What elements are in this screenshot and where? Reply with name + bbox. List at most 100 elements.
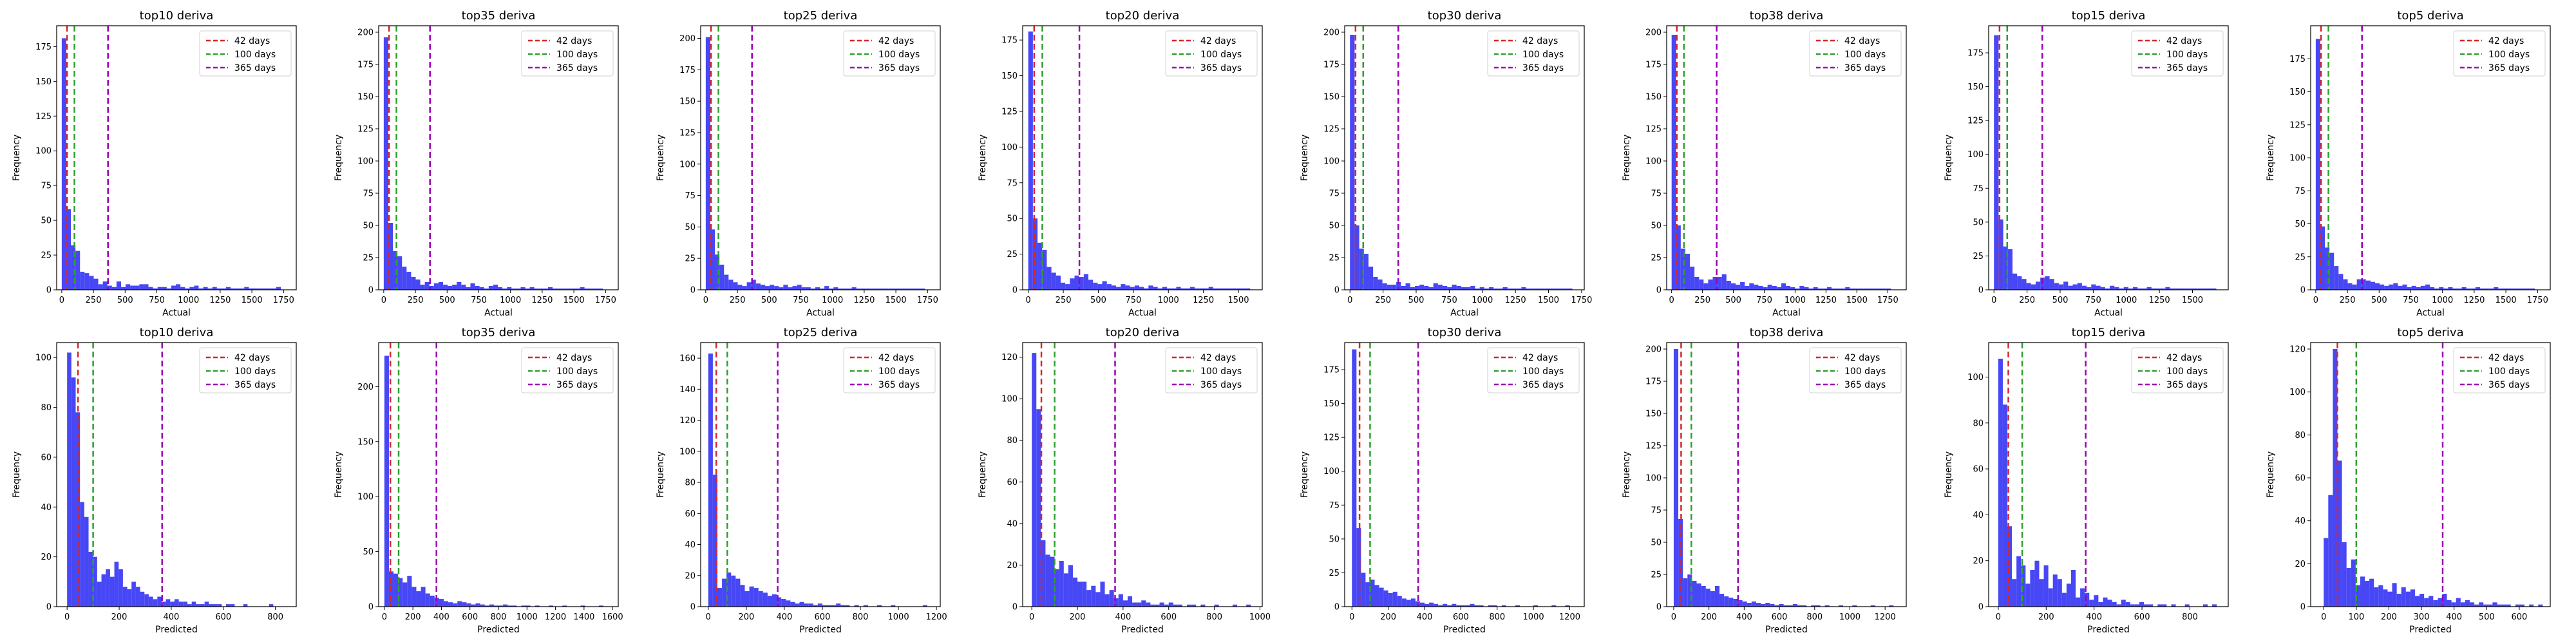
- y-tick-label: 75: [1651, 506, 1662, 516]
- histogram-bar: [810, 289, 815, 290]
- histogram-panel-actual-2: 0 250 500 750 1000 1250 1500 1750 0 25 50 75 100 125 1…: [334, 9, 619, 318]
- histogram-bar: [1443, 286, 1448, 290]
- histogram-bar: [1447, 287, 1452, 290]
- histogram-bar: [498, 605, 504, 607]
- histogram-bar: [1370, 579, 1375, 607]
- x-tick-label: 750: [1756, 296, 1772, 305]
- histogram-bar: [2414, 596, 2420, 607]
- histogram-bar: [424, 282, 430, 290]
- x-tick-label: 1500: [886, 296, 907, 305]
- histogram-panel-actual-8: 0 250 500 750 1000 1250 1500 1750 0 25 50 75 100 125 1…: [2266, 9, 2551, 318]
- histogram-bar: [2393, 283, 2398, 290]
- histogram-bar: [421, 587, 426, 607]
- y-tick-label: 25: [685, 254, 696, 264]
- histogram-bar: [114, 562, 119, 607]
- histogram-bar: [1799, 286, 1804, 290]
- histogram-bar: [67, 352, 71, 607]
- x-tick-label: 600: [2512, 612, 2528, 622]
- histogram-bar: [1872, 289, 1877, 290]
- x-tick-label: 750: [149, 296, 165, 305]
- histogram-bar: [480, 604, 485, 607]
- y-tick-label: 100: [2289, 388, 2306, 397]
- histogram-bar: [457, 601, 462, 607]
- histogram-bar: [93, 278, 99, 290]
- histogram-bar: [1189, 287, 1195, 290]
- histogram-bar: [856, 289, 861, 290]
- legend-label: 100 days: [1522, 366, 1564, 377]
- x-tick-label: 500: [1090, 296, 1106, 305]
- histogram-bar: [2022, 279, 2027, 290]
- histogram-bar: [575, 289, 580, 290]
- histogram-bar: [2342, 542, 2347, 607]
- histogram-bar: [1676, 225, 1681, 290]
- panel-title: top38 deriva: [1750, 326, 1824, 339]
- legend-label: 365 days: [1522, 380, 1564, 390]
- histogram-bar: [398, 578, 403, 607]
- y-tick-label: 25: [1329, 569, 1340, 578]
- histogram-bar: [2324, 538, 2329, 607]
- legend-box: [1487, 30, 1580, 77]
- legend-label: 42 days: [234, 353, 270, 363]
- histogram-bar: [2103, 597, 2108, 607]
- legend: 42 days 100 days 365 days: [2131, 30, 2224, 77]
- histogram-bar: [2202, 604, 2208, 607]
- histogram-bar: [1074, 275, 1079, 290]
- histogram-bar: [2110, 285, 2115, 290]
- histogram-bar: [2402, 284, 2407, 290]
- histogram-bar: [1994, 35, 1999, 290]
- axes-frame: [1344, 25, 1585, 290]
- histogram-bar: [1429, 602, 1434, 607]
- histogram-bar: [1836, 289, 1841, 290]
- x-tick-label: 400: [433, 612, 450, 622]
- histogram-bar: [88, 551, 93, 607]
- x-axis-label: Actual: [484, 308, 513, 318]
- histogram-panel-predicted-1: 0 200 400 600 800 0 20 40 60 80 100 top10 deriva Pre…: [12, 326, 297, 635]
- legend-label: 42 days: [878, 36, 914, 46]
- histogram-bar: [2479, 288, 2485, 290]
- histogram-bar: [1180, 288, 1186, 290]
- histogram-bar: [1492, 605, 1497, 607]
- x-axis-label: Actual: [1772, 308, 1801, 318]
- histogram-bar: [726, 572, 732, 607]
- histogram-bar: [1683, 578, 1688, 607]
- x-tick-label: 1500: [1538, 296, 1559, 305]
- histogram-bar: [598, 289, 603, 290]
- histogram-bar: [384, 355, 389, 607]
- histogram-bar: [1397, 596, 1402, 607]
- histogram-bar: [2452, 288, 2458, 290]
- histogram-bar: [466, 603, 471, 607]
- legend-label: 100 days: [878, 50, 920, 60]
- legend-label: 42 days: [1200, 36, 1236, 46]
- histogram-bar: [1240, 288, 1246, 290]
- histogram-bar: [1470, 603, 1475, 607]
- x-tick-label: 1250: [1193, 296, 1214, 305]
- histogram-bar: [1708, 279, 1713, 290]
- histogram-bar: [107, 285, 112, 290]
- histogram-bar: [1498, 289, 1503, 290]
- histogram-bar: [2077, 283, 2082, 290]
- histogram-bar: [788, 287, 793, 290]
- histogram-bar: [1060, 282, 1066, 290]
- x-tick-label: 1500: [1846, 296, 1868, 305]
- histogram-bar: [2343, 279, 2348, 290]
- histogram-bar: [1097, 284, 1103, 290]
- histogram-bar: [1391, 285, 1397, 290]
- histogram-bar: [762, 592, 768, 607]
- legend: 42 days 100 days 365 days: [199, 347, 292, 393]
- y-tick-label: 175: [1001, 36, 1018, 46]
- axes-frame: [2310, 342, 2551, 607]
- y-tick-label: 0: [1012, 286, 1018, 296]
- histogram-bar: [520, 287, 526, 290]
- histogram-bar: [2171, 604, 2176, 607]
- histogram-bar: [1456, 605, 1461, 607]
- histogram-bar: [1703, 283, 1709, 290]
- histogram-bar: [178, 601, 184, 607]
- x-tick-label: 500: [2052, 296, 2069, 305]
- x-tick-label: 400: [1417, 612, 1433, 622]
- histogram-bar: [439, 599, 444, 607]
- histogram-bar: [1854, 289, 1859, 290]
- histogram-bar: [1461, 287, 1466, 290]
- x-tick-label: 250: [2340, 296, 2356, 305]
- histogram-bar: [2346, 568, 2351, 607]
- histogram-bar: [863, 605, 868, 607]
